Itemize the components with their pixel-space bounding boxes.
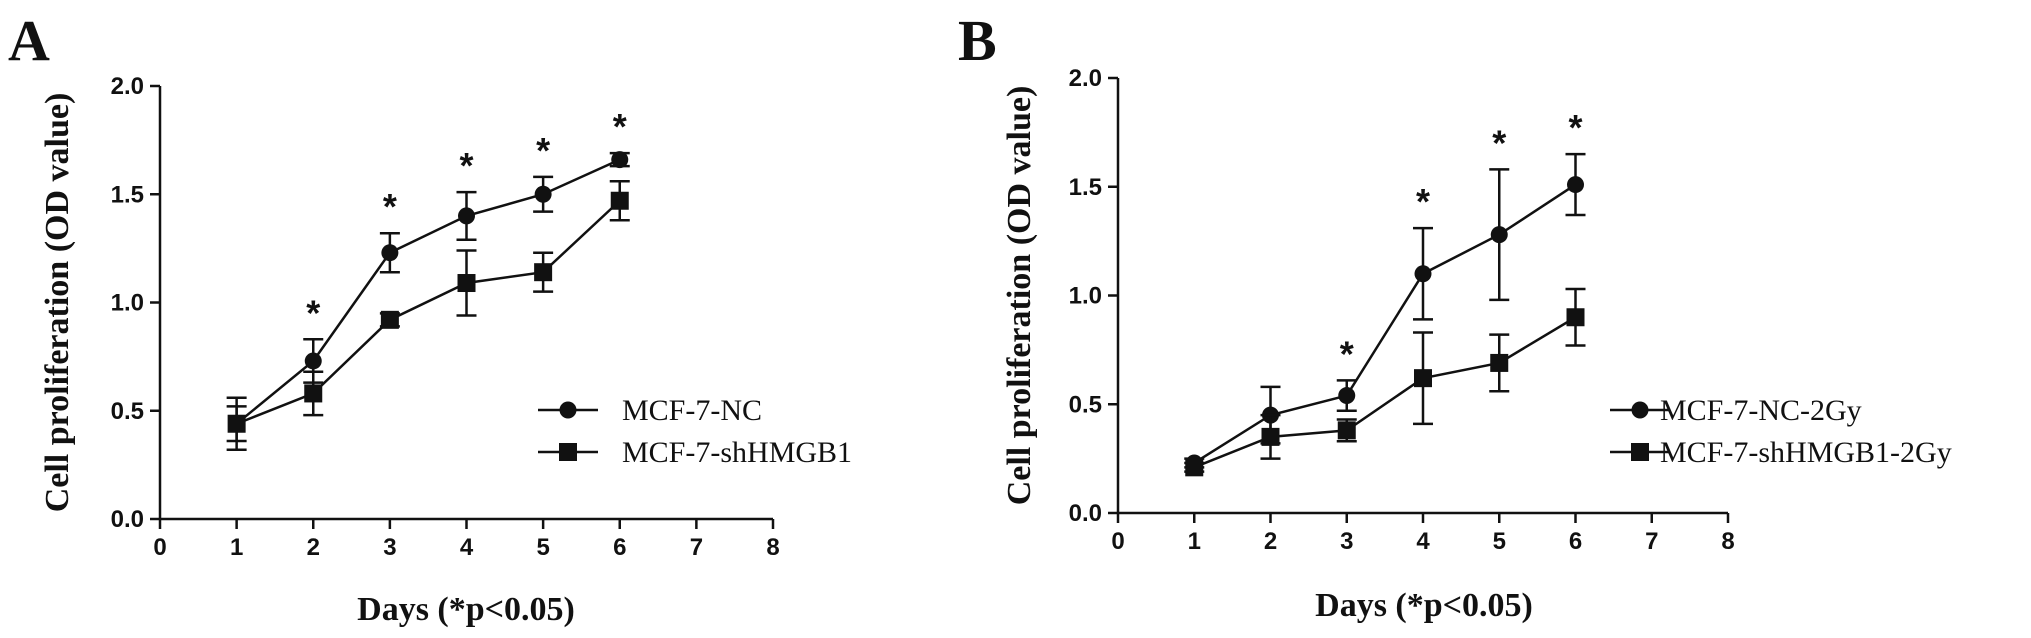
series-line bbox=[1193, 183, 1577, 465]
significance-star: * bbox=[536, 130, 550, 171]
data-point-square bbox=[1490, 353, 1509, 372]
x-tick-label: 0 bbox=[153, 534, 166, 561]
data-point-circle bbox=[381, 244, 399, 262]
x-tick-label: 4 bbox=[1416, 528, 1430, 555]
x-tick-label: 2 bbox=[1264, 528, 1277, 555]
y-tick-label: 1.0 bbox=[1069, 283, 1102, 310]
data-point-square bbox=[534, 263, 553, 282]
data-point-square bbox=[304, 384, 323, 403]
significance-star: * bbox=[1416, 181, 1430, 222]
x-tick-label: 6 bbox=[1569, 528, 1582, 555]
data-point-circle bbox=[458, 207, 475, 225]
data-point-square bbox=[457, 274, 476, 293]
legend-label: MCF-7-shHMGB1-2Gy bbox=[1660, 436, 1952, 469]
series-line bbox=[1193, 316, 1577, 469]
x-axis-title: Days (*p<0.05) bbox=[357, 591, 575, 628]
x-tick-label: 6 bbox=[613, 534, 626, 561]
significance-star: * bbox=[1340, 333, 1354, 374]
x-tick-label: 5 bbox=[1493, 528, 1506, 555]
x-tick-label: 7 bbox=[1645, 528, 1658, 555]
panel-letter: A bbox=[8, 8, 50, 73]
x-tick-label: 3 bbox=[1340, 528, 1353, 555]
panel-b: B 0.0 0.5 1.0 1.5 2.0 0 1 2 3 4 5 6 7 8 Days (*p<0.05) C… bbox=[958, 8, 1952, 624]
series-square bbox=[226, 180, 630, 451]
legend-label: MCF-7-shHMGB1 bbox=[622, 436, 852, 469]
series-circle bbox=[1184, 152, 1586, 472]
significance-star: * bbox=[1568, 107, 1582, 148]
x-tick-label: 8 bbox=[766, 534, 779, 561]
y-tick-label: 2.0 bbox=[111, 73, 144, 100]
panel-a: A 0.0 0.5 1.0 1.5 2.0 0 1 2 3 4 5 6 7 8 Days (*p<0.05) C… bbox=[8, 8, 852, 628]
y-tick-label: 1.5 bbox=[1069, 174, 1102, 201]
data-point-square bbox=[1337, 421, 1356, 440]
legend-item: MCF-7-NC bbox=[538, 394, 762, 427]
legend-item: MCF-7-shHMGB1 bbox=[538, 436, 852, 469]
data-point-square bbox=[380, 310, 399, 329]
legend-label: MCF-7-NC-2Gy bbox=[1660, 394, 1862, 427]
y-tick-label: 0.0 bbox=[111, 506, 144, 533]
y-axis-title: Cell proliferation (OD value) bbox=[1001, 86, 1038, 506]
panel-letter: B bbox=[958, 8, 997, 73]
data-point-square bbox=[1414, 369, 1432, 388]
significance-star: * bbox=[306, 292, 320, 333]
y-tick-label: 0.5 bbox=[1069, 391, 1102, 418]
x-tick-label: 5 bbox=[536, 534, 549, 561]
x-tick-label: 4 bbox=[460, 534, 474, 561]
legend-marker-circle bbox=[559, 401, 577, 419]
legend-marker-square bbox=[1631, 443, 1649, 461]
significance-star: * bbox=[383, 186, 397, 227]
legend-label: MCF-7-NC bbox=[622, 394, 762, 427]
y-tick-label: 1.5 bbox=[111, 181, 144, 208]
significance-star: * bbox=[1492, 122, 1506, 163]
y-axis-title: Cell proliferation (OD value) bbox=[39, 93, 76, 513]
x-tick-label: 7 bbox=[690, 534, 703, 561]
data-point-square bbox=[1566, 308, 1585, 327]
data-point-circle bbox=[1338, 387, 1356, 405]
data-point-circle bbox=[1567, 176, 1584, 194]
data-point-circle bbox=[1414, 265, 1432, 283]
data-point-square bbox=[1185, 458, 1204, 477]
y-tick-label: 2.0 bbox=[1069, 65, 1102, 92]
data-point-square bbox=[1261, 427, 1280, 446]
legend-item: MCF-7-shHMGB1-2Gy bbox=[1610, 436, 1952, 469]
data-point-square bbox=[227, 414, 246, 433]
legend-marker-circle bbox=[1631, 401, 1649, 419]
x-tick-label: 2 bbox=[307, 534, 320, 561]
significance-star: * bbox=[459, 145, 473, 186]
data-point-circle bbox=[304, 352, 322, 370]
data-point-circle bbox=[534, 185, 552, 203]
series-line bbox=[235, 158, 621, 425]
x-tick-label: 8 bbox=[1721, 528, 1734, 555]
x-tick-label: 3 bbox=[383, 534, 396, 561]
significance-star: * bbox=[613, 106, 627, 147]
data-point-circle bbox=[1490, 226, 1508, 244]
x-tick-label: 0 bbox=[1111, 528, 1124, 555]
series-square bbox=[1184, 287, 1586, 477]
x-tick-label: 1 bbox=[230, 534, 243, 561]
x-axis-title: Days (*p<0.05) bbox=[1315, 587, 1533, 624]
series-circle bbox=[226, 151, 630, 443]
data-point-square bbox=[610, 191, 629, 210]
y-tick-label: 1.0 bbox=[111, 290, 144, 317]
series-line bbox=[236, 199, 621, 425]
data-point-circle bbox=[611, 151, 629, 169]
y-tick-label: 0.5 bbox=[111, 398, 144, 425]
legend-marker-square bbox=[559, 443, 577, 461]
x-tick-label: 1 bbox=[1188, 528, 1201, 555]
legend-item: MCF-7-NC-2Gy bbox=[1610, 394, 1862, 427]
y-tick-label: 0.0 bbox=[1069, 500, 1102, 527]
